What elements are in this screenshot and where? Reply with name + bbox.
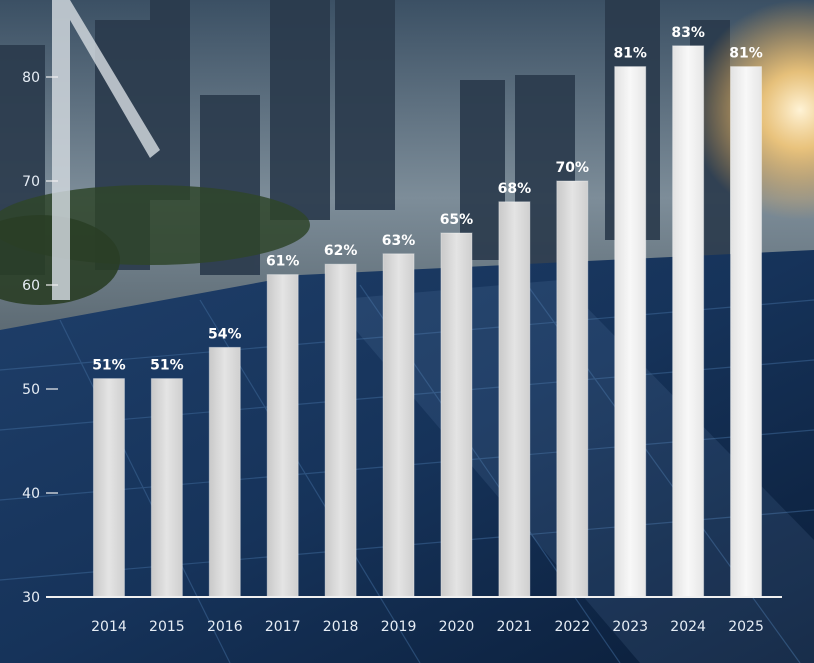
x-tick-label-2017: 2017 [265, 619, 301, 635]
data-label-2015: 51% [150, 358, 184, 374]
y-tick-label: 40 [22, 486, 40, 502]
x-axis: 2014 2015 2016 2017 2018 2019 2020 2021 2022 2023… [91, 619, 764, 635]
x-tick-label-2015: 2015 [149, 619, 185, 635]
bar-2021 [498, 201, 531, 598]
x-tick-label-2021: 2021 [497, 619, 533, 635]
data-label-2024: 83% [671, 25, 705, 41]
x-tick-label-2018: 2018 [323, 619, 359, 635]
data-label-2021: 68% [498, 181, 532, 197]
data-label-2020: 65% [440, 212, 474, 228]
data-label-2018: 62% [324, 243, 358, 259]
data-label-2014: 51% [92, 358, 126, 374]
x-tick-label-2016: 2016 [207, 619, 243, 635]
data-label-2022: 70% [556, 160, 590, 176]
data-label-2016: 54% [208, 326, 242, 342]
y-tick-label: 30 [22, 590, 40, 606]
x-tick-label-2024: 2024 [670, 619, 706, 635]
data-label-2019: 63% [382, 233, 416, 249]
x-tick-label-2020: 2020 [439, 619, 475, 635]
bar-2019 [382, 253, 415, 598]
y-tick-label: 50 [22, 382, 40, 398]
bar-2014 [92, 378, 125, 598]
y-tick-label: 70 [22, 174, 40, 190]
bar-2016 [208, 346, 241, 598]
bar-2020 [440, 232, 473, 598]
bar-2015 [150, 378, 183, 598]
bar-2022 [556, 180, 589, 598]
x-tick-label-2014: 2014 [91, 619, 127, 635]
x-tick-label-2019: 2019 [381, 619, 417, 635]
data-label-2017: 61% [266, 254, 300, 270]
data-label-2025: 81% [729, 46, 763, 62]
y-tick-label: 60 [22, 278, 40, 294]
y-tick-label: 80 [22, 70, 40, 86]
x-tick-label-2025: 2025 [728, 619, 764, 635]
x-tick-label-2022: 2022 [554, 619, 590, 635]
data-label-2023: 81% [613, 46, 647, 62]
bars: 51% 51% 54% 61% 62% 63% 65% 68% 70% 81% 83% 81% [92, 25, 763, 598]
y-axis: 30 40 50 60 70 80 [22, 70, 58, 606]
bar-2025 [730, 66, 763, 598]
bar-2024 [672, 45, 705, 598]
x-tick-label-2023: 2023 [612, 619, 648, 635]
bar-2017 [266, 274, 299, 598]
bar-2023 [614, 66, 647, 598]
bar-2018 [324, 263, 357, 598]
